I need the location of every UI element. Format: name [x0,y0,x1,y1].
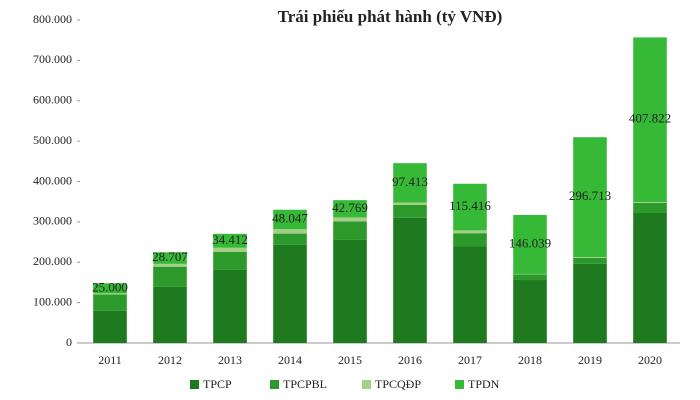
bar-segment [573,257,607,264]
bar-segment [573,257,607,258]
bar-segment [213,251,247,270]
bar-segment [573,137,607,258]
bar-segment [333,200,367,218]
x-tick-label: 2020 [638,353,662,367]
legend-swatch [455,380,464,389]
data-label: 296.713 [569,188,611,203]
bar-segment [393,202,427,205]
legend-swatch [362,380,371,389]
bar-segment [453,230,487,234]
data-label: 25.000 [92,279,128,294]
y-tick-label: 400.000 [33,173,72,187]
x-tick-label: 2016 [398,353,422,367]
bar-segment [93,310,127,343]
bar-segment [393,204,427,218]
y-tick-label: 700.000 [33,52,72,66]
bar-segment [93,293,127,295]
data-label: 34.412 [212,232,248,247]
bar-segment [273,229,307,234]
data-label: 28.707 [152,249,188,264]
x-tick-label: 2015 [338,353,362,367]
legend-label: TPCQĐP [375,377,421,391]
bar-segment [453,246,487,343]
bar-segment [213,269,247,343]
x-tick-label: 2019 [578,353,602,367]
x-tick-label: 2012 [158,353,182,367]
y-tick-label: 500.000 [33,133,72,147]
x-tick-label: 2013 [218,353,242,367]
legend-swatch [190,380,199,389]
bar-segment [273,209,307,230]
x-tick-label: 2014 [278,353,302,367]
data-label: 115.416 [449,198,491,213]
legend-label: TPCP [203,377,232,391]
bar-segment [633,37,667,203]
y-tick-label: 200.000 [33,254,72,268]
legend-label: TPDN [468,377,500,391]
bar-segment [153,266,187,287]
bar-segment [153,252,187,264]
bar-segment [333,221,367,240]
bar-segment [513,214,547,274]
legend-swatch [270,380,279,389]
data-label: 407.822 [629,111,671,126]
y-tick-label: 0 [66,335,72,349]
data-label: 97.413 [392,174,428,189]
bar-segment [513,274,547,281]
bar-segment [573,263,607,343]
bar-segment [393,163,427,203]
bar-segment [93,294,127,311]
y-tick-label: 600.000 [33,93,72,107]
data-label: 42.769 [332,200,368,215]
x-tick-label: 2017 [458,353,482,367]
bar-segment [633,212,667,343]
bar-segment [273,244,307,343]
bar-segment [633,202,667,203]
data-label: 146.039 [509,235,551,250]
legend-label: TPCPBL [283,377,327,391]
bar-segment [93,283,127,294]
bar-segment [633,202,667,213]
bar-segment [453,233,487,247]
x-tick-label: 2011 [98,353,122,367]
bar-segment [213,233,247,248]
bar-segment [513,280,547,343]
bar-segment [273,233,307,245]
x-tick-label: 2018 [518,353,542,367]
bar-segment [333,239,367,343]
bar-segment [153,286,187,343]
y-tick-label: 100.000 [33,294,72,308]
bar-segment [153,263,187,267]
bar-segment [333,217,367,222]
bar-segment [393,217,427,343]
y-tick-label: 800.000 [33,12,72,26]
chart-title: Trái phiếu phát hành (tỷ VNĐ) [278,7,503,26]
data-label: 48.047 [272,210,308,225]
bar-segment [213,247,247,252]
bar-segment [453,183,487,231]
y-tick-label: 300.000 [33,214,72,228]
